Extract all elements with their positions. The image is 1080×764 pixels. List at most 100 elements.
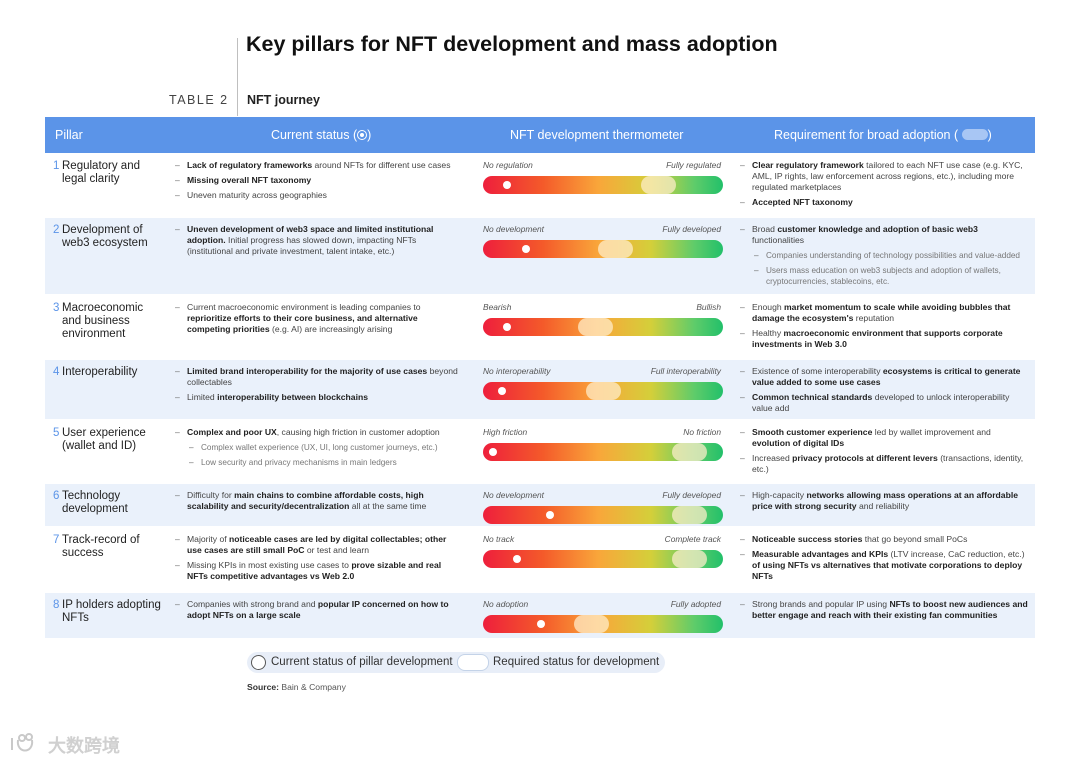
thermometer-high-label: Fully adopted [670, 599, 721, 609]
bullet-text: Initial progress has slowed down, impact… [187, 235, 417, 256]
current-status-cell: Current macroeconomic environment is lea… [175, 302, 463, 339]
bullet-item: Increased privacy protocols at different… [740, 453, 1030, 475]
pillar-cell: 7 Track-record of success [53, 534, 161, 560]
bullet-item: Strong brands and popular IP using NFTs … [740, 599, 1030, 621]
bullet-item: Users mass education on web3 subjects an… [740, 265, 1030, 287]
bullet-text: Existence of some interoperability [752, 366, 883, 376]
bullet-bold: Accepted NFT taxonomy [752, 197, 853, 207]
bullet-bold: privacy protocols at different levers [792, 453, 938, 463]
bullet-bold: popular IP concerned on how to adopt NFT… [187, 599, 449, 620]
current-status-cell: Difficulty for main chains to combine af… [175, 490, 463, 516]
bullet-bold: Limited brand interoperability for the m… [187, 366, 428, 376]
current-status-marker [522, 245, 531, 253]
current-status-marker [536, 620, 545, 628]
bullet-text: tailored to each NFT use case (e.g. KYC,… [752, 160, 1023, 192]
bullet-text: Complex wallet experience (UX, UI, long … [201, 443, 438, 452]
bullet-bold: networks allowing mass operations at an … [752, 490, 1019, 511]
pillar-number: 7 [53, 534, 60, 546]
required-status-marker [671, 443, 707, 461]
legend-required-pill-icon [457, 654, 489, 671]
bullet-item: Existence of some interoperability ecosy… [740, 366, 1030, 388]
thermometer-low-label: High friction [483, 427, 528, 437]
bullet-bold: Lack of regulatory frameworks [187, 160, 313, 170]
bullet-text: (transactions, identity, etc.) [752, 453, 1024, 474]
current-status-cell: Complex and poor UX, causing high fricti… [175, 427, 463, 472]
required-status-marker [597, 240, 633, 258]
current-status-cell: Majority of noticeable cases are led by … [175, 534, 463, 586]
pillar-name: IP holders adopting NFTs [62, 599, 161, 624]
requirement-cell: Strong brands and popular IP using NFTs … [740, 599, 1030, 625]
bullet-item: Companies understanding of technology po… [740, 250, 1030, 261]
bullet-item: Companies with strong brand and popular … [175, 599, 463, 621]
pillar-name: Macroeconomic and business environment [62, 302, 144, 340]
bullet-bold: Smooth customer experience [752, 427, 873, 437]
thermometer-high-label: Fully developed [662, 490, 721, 500]
bullet-bold: Clear regulatory framework [752, 160, 864, 170]
thermometer-bar [483, 176, 723, 194]
pillar-cell: 6 Technology development [53, 490, 161, 516]
bullet-item: Missing overall NFT taxonomy [175, 175, 463, 186]
current-status-marker [503, 323, 511, 331]
pillar-number: 6 [53, 490, 60, 502]
required-status-pill-icon [961, 129, 988, 140]
required-status-marker [573, 615, 609, 633]
required-status-marker [585, 382, 621, 400]
pillar-cell: 2 Development of web3 ecosystem [53, 224, 161, 250]
bullet-text: around NFTs for different use cases [312, 160, 451, 170]
bullet-item: Current macroeconomic environment is lea… [175, 302, 463, 335]
source-note: Source: Bain & Company [247, 682, 346, 692]
bullet-item: Broad customer knowledge and adoption of… [740, 224, 1030, 246]
bullet-text: Healthy [752, 328, 784, 338]
bullet-text: functionalities [752, 235, 805, 245]
header-thermometer: NFT development thermometer [510, 128, 684, 142]
bullet-item: Common technical standards developed to … [740, 392, 1030, 414]
current-status-cell: Lack of regulatory frameworks around NFT… [175, 160, 463, 205]
table-tag: TABLE 2 [169, 93, 229, 107]
bullet-text: Majority of [187, 534, 230, 544]
bullet-text: all at the same time [349, 501, 427, 511]
thermometer-bar [483, 506, 723, 524]
current-status-cell: Companies with strong brand and popular … [175, 599, 463, 625]
pillar-number: 3 [53, 302, 60, 314]
legend-current-label: Current status of pillar development [271, 656, 453, 668]
bullet-item: Smooth customer experience led by wallet… [740, 427, 1030, 449]
watermark-logo: 大数跨境 [11, 733, 120, 757]
bullet-item: Clear regulatory framework tailored to e… [740, 160, 1030, 193]
thermometer-bar [483, 443, 723, 461]
bullet-bold: Common technical standards [752, 392, 873, 402]
pillar-number: 4 [53, 366, 60, 378]
pillar-cell: 1 Regulatory and legal clarity [53, 160, 161, 186]
pillar-name: Technology development [62, 490, 128, 515]
bullet-text: Difficulty for [187, 490, 235, 500]
bullet-bold: interoperability between blockchains [217, 392, 369, 402]
bullet-text: Low security and privacy mechanisms in m… [201, 458, 397, 467]
pillar-cell: 8 IP holders adopting NFTs [53, 599, 161, 625]
current-status-marker [498, 387, 507, 395]
bullet-text: led by wallet improvement and [872, 427, 991, 437]
bullet-item: Lack of regulatory frameworks around NFT… [175, 160, 463, 171]
bullet-text: Current macroeconomic environment is lea… [187, 302, 421, 312]
bullet-text: Strong brands and popular IP using [752, 599, 890, 609]
pillar-cell: 3 Macroeconomic and business environment [53, 302, 161, 341]
bullet-item: Healthy macroeconomic environment that s… [740, 328, 1030, 350]
bullet-item: Limited brand interoperability for the m… [175, 366, 463, 388]
bullet-bold: reprioritize efforts to their core busin… [187, 313, 418, 334]
bullet-bold: prove sizable and real NFTs competitive … [187, 560, 442, 581]
bullet-item: Accepted NFT taxonomy [740, 197, 1030, 208]
bullet-text: Enough [752, 302, 785, 312]
thermometer-high-label: No friction [683, 427, 721, 437]
current-status-marker [503, 181, 511, 189]
watermark-icon [11, 733, 34, 752]
current-status-dot-icon [357, 130, 368, 140]
thermometer-high-label: Fully regulated [666, 160, 721, 170]
bullet-text: or test and learn [304, 545, 370, 555]
bullet-text: Missing KPIs in most existing use cases … [187, 560, 352, 570]
bullet-text: developed to unlock interoperability val… [752, 392, 1010, 413]
bullet-text: Limited [187, 392, 218, 402]
bullet-bold: Measurable advantages and KPIs [752, 549, 889, 559]
thermometer-low-label: No regulation [483, 160, 533, 170]
watermark-text: 大数跨境 [48, 735, 120, 757]
bullet-item: Complex wallet experience (UX, UI, long … [175, 442, 463, 453]
